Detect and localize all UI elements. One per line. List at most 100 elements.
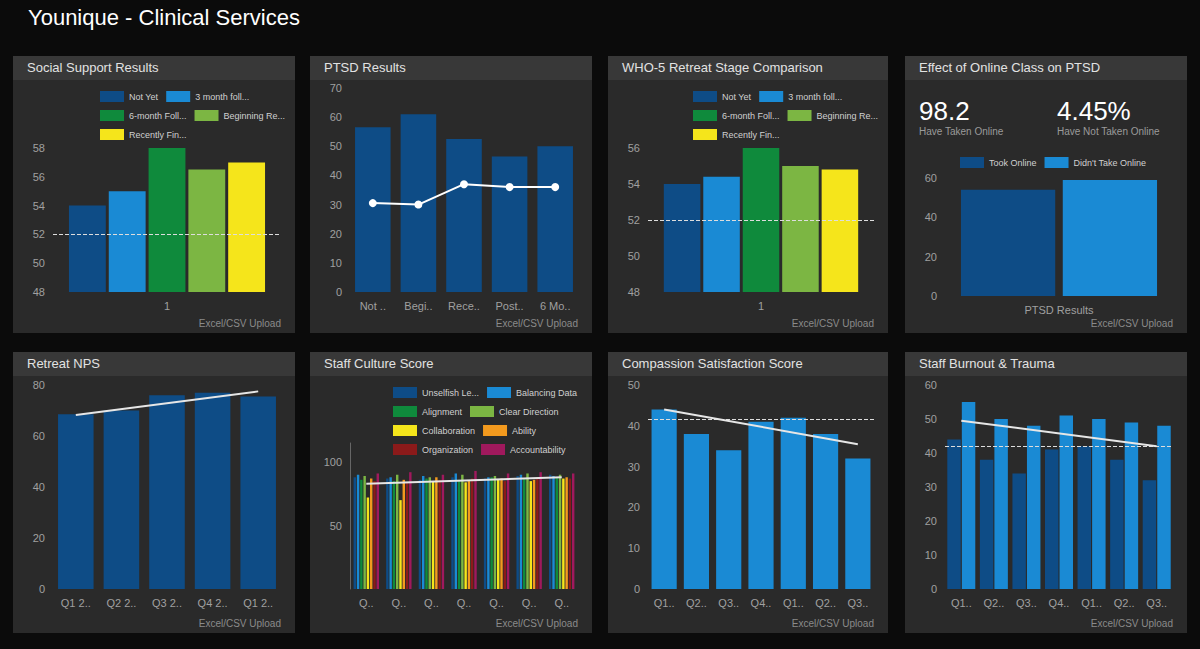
svg-text:Q..: Q.. xyxy=(359,597,374,609)
svg-text:Q1..: Q1.. xyxy=(1081,597,1102,609)
svg-text:Didn't Take Online: Didn't Take Online xyxy=(1074,158,1147,168)
svg-text:Q1..: Q1.. xyxy=(783,597,804,609)
html-text:98.2: 98.2 xyxy=(919,96,970,126)
svg-text:Q2..: Q2.. xyxy=(815,597,836,609)
html-text:Younique - Clinical Services: Younique - Clinical Services xyxy=(28,5,300,30)
svg-text:40: 40 xyxy=(925,211,937,223)
svg-text:20: 20 xyxy=(330,228,342,240)
svg-text:Q1 2..: Q1 2.. xyxy=(61,597,91,609)
svg-text:20: 20 xyxy=(925,515,937,527)
svg-text:3 month foll...: 3 month foll... xyxy=(788,92,842,102)
svg-text:Not Yet: Not Yet xyxy=(722,92,752,102)
svg-text:60: 60 xyxy=(925,172,937,184)
svg-text:50: 50 xyxy=(33,257,45,269)
svg-text:30: 30 xyxy=(330,199,342,211)
svg-text:Q..: Q.. xyxy=(457,597,472,609)
svg-text:10: 10 xyxy=(330,257,342,269)
svg-text:10: 10 xyxy=(925,549,937,561)
svg-text:40: 40 xyxy=(33,481,45,493)
svg-text:30: 30 xyxy=(925,481,937,493)
svg-text:58: 58 xyxy=(33,142,45,154)
svg-text:Q2..: Q2.. xyxy=(983,597,1004,609)
svg-text:Organization: Organization xyxy=(422,445,473,455)
svg-text:Q1..: Q1.. xyxy=(654,597,675,609)
svg-text:Ability: Ability xyxy=(512,426,537,436)
svg-text:Not ..: Not .. xyxy=(360,300,386,312)
svg-text:6-month Foll...: 6-month Foll... xyxy=(722,111,780,121)
svg-text:Recently Fin...: Recently Fin... xyxy=(722,130,780,140)
svg-text:3 month foll...: 3 month foll... xyxy=(195,92,249,102)
svg-text:Q3..: Q3.. xyxy=(1016,597,1037,609)
svg-text:Q4..: Q4.. xyxy=(1049,597,1070,609)
svg-text:Collaboration: Collaboration xyxy=(422,426,475,436)
svg-text:60: 60 xyxy=(33,430,45,442)
svg-text:Rece..: Rece.. xyxy=(448,300,480,312)
svg-text:Begi..: Begi.. xyxy=(404,300,432,312)
svg-text:50: 50 xyxy=(330,140,342,152)
html-text:4.45%: 4.45% xyxy=(1057,96,1131,126)
svg-text:Q3 2..: Q3 2.. xyxy=(152,597,182,609)
svg-text:Q4..: Q4.. xyxy=(751,597,772,609)
svg-text:Q..: Q.. xyxy=(522,597,537,609)
svg-text:Q2..: Q2.. xyxy=(1114,597,1135,609)
svg-text:Q..: Q.. xyxy=(424,597,439,609)
svg-text:52: 52 xyxy=(628,214,640,226)
svg-text:40: 40 xyxy=(628,420,640,432)
svg-text:48: 48 xyxy=(628,286,640,298)
svg-text:20: 20 xyxy=(33,532,45,544)
svg-text:40: 40 xyxy=(330,169,342,181)
svg-text:40: 40 xyxy=(925,447,937,459)
svg-text:30: 30 xyxy=(628,461,640,473)
svg-text:6 Mo..: 6 Mo.. xyxy=(540,300,571,312)
svg-text:Clear Direction: Clear Direction xyxy=(499,407,559,417)
svg-text:Not Yet: Not Yet xyxy=(129,92,159,102)
svg-text:Q2..: Q2.. xyxy=(686,597,707,609)
svg-text:Q1..: Q1.. xyxy=(951,597,972,609)
svg-text:Beginning Re...: Beginning Re... xyxy=(224,111,286,121)
svg-text:0: 0 xyxy=(634,583,640,595)
svg-text:Q..: Q.. xyxy=(489,597,504,609)
svg-text:Accountability: Accountability xyxy=(510,445,566,455)
svg-text:20: 20 xyxy=(925,251,937,263)
svg-text:50: 50 xyxy=(628,379,640,391)
svg-text:Recently Fin...: Recently Fin... xyxy=(129,130,187,140)
svg-text:1: 1 xyxy=(164,300,170,312)
svg-text:52: 52 xyxy=(33,228,45,240)
svg-text:0: 0 xyxy=(931,583,937,595)
svg-text:80: 80 xyxy=(33,379,45,391)
svg-text:0: 0 xyxy=(39,583,45,595)
svg-text:0: 0 xyxy=(336,286,342,298)
svg-text:Balancing Data: Balancing Data xyxy=(516,388,577,398)
svg-text:1: 1 xyxy=(758,300,764,312)
svg-text:60: 60 xyxy=(925,379,937,391)
svg-text:Q3..: Q3.. xyxy=(718,597,739,609)
svg-text:6-month Foll...: 6-month Foll... xyxy=(129,111,187,121)
svg-text:100: 100 xyxy=(324,456,342,468)
svg-text:Q3..: Q3.. xyxy=(1146,597,1167,609)
svg-text:70: 70 xyxy=(330,82,342,94)
svg-text:Q3..: Q3.. xyxy=(847,597,868,609)
svg-text:54: 54 xyxy=(628,178,640,190)
svg-text:Q4 2..: Q4 2.. xyxy=(198,597,228,609)
svg-text:Took Online: Took Online xyxy=(989,158,1037,168)
svg-text:50: 50 xyxy=(925,413,937,425)
svg-text:Q..: Q.. xyxy=(554,597,569,609)
svg-text:48: 48 xyxy=(33,286,45,298)
svg-text:60: 60 xyxy=(330,111,342,123)
svg-text:54: 54 xyxy=(33,200,45,212)
svg-text:Beginning Re...: Beginning Re... xyxy=(817,111,879,121)
svg-text:50: 50 xyxy=(628,250,640,262)
svg-text:Q2 2..: Q2 2.. xyxy=(106,597,136,609)
svg-text:PTSD Results: PTSD Results xyxy=(1024,304,1094,316)
svg-text:Unselfish Le...: Unselfish Le... xyxy=(422,388,479,398)
svg-text:56: 56 xyxy=(628,142,640,154)
svg-text:Q1 2..: Q1 2.. xyxy=(243,597,273,609)
svg-text:Alignment: Alignment xyxy=(422,407,463,417)
svg-text:Q..: Q.. xyxy=(392,597,407,609)
svg-text:10: 10 xyxy=(628,542,640,554)
svg-text:20: 20 xyxy=(628,501,640,513)
svg-text:50: 50 xyxy=(330,520,342,532)
svg-text:Post..: Post.. xyxy=(496,300,524,312)
svg-text:0: 0 xyxy=(931,290,937,302)
svg-text:56: 56 xyxy=(33,171,45,183)
